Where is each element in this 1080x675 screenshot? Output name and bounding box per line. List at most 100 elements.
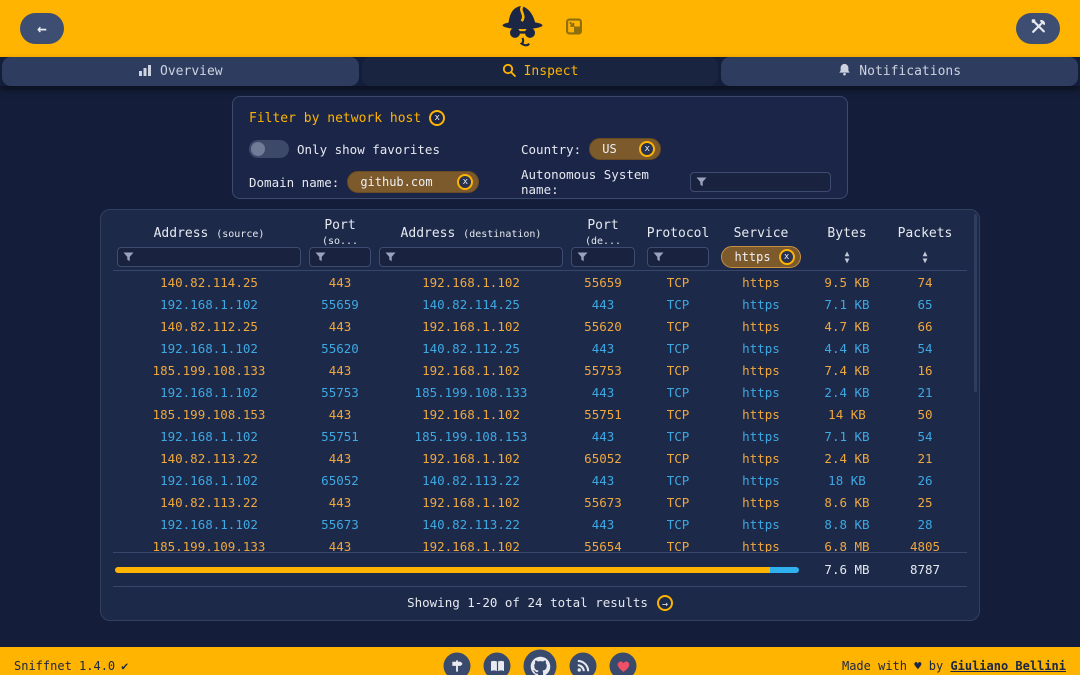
cell-service: https bbox=[742, 274, 780, 290]
pagination: Showing 1-20 of 24 total results → bbox=[113, 587, 967, 618]
cell-packets: 54 bbox=[917, 340, 933, 356]
funnel-icon bbox=[123, 252, 134, 262]
table-row[interactable]: 140.82.113.22 443 192.168.1.102 55673 TCP htt… bbox=[113, 491, 967, 513]
table-row[interactable]: 192.168.1.102 55673 140.82.113.22 443 TCP htt… bbox=[113, 513, 967, 535]
funnel-icon bbox=[577, 252, 588, 262]
close-icon: x bbox=[644, 144, 650, 154]
table-row[interactable]: 192.168.1.102 55620 140.82.112.25 443 TCP htt… bbox=[113, 337, 967, 359]
sort-down-icon: ▼ bbox=[922, 256, 928, 265]
cell-dst: 140.82.113.22 bbox=[422, 472, 520, 488]
logo-group bbox=[498, 3, 583, 55]
cell-bytes: 6.8 MB bbox=[824, 538, 870, 553]
table-row[interactable]: 192.168.1.102 65052 140.82.113.22 443 TCP htt… bbox=[113, 469, 967, 491]
heart-icon bbox=[617, 661, 629, 672]
clear-country-button[interactable]: x bbox=[639, 141, 656, 157]
cell-dport: 55659 bbox=[584, 274, 622, 290]
settings-button[interactable] bbox=[1016, 13, 1060, 44]
favorites-toggle[interactable] bbox=[249, 140, 289, 158]
host-filter-panel: Filter by network host x Only show favor… bbox=[232, 96, 848, 199]
total-packets: 8787 bbox=[909, 562, 941, 577]
clear-service-filter-button[interactable]: x bbox=[778, 249, 795, 265]
cell-src: 185.199.108.153 bbox=[152, 406, 266, 422]
col-port-destination: Port (de... bbox=[584, 218, 622, 247]
filter-port-destination-input[interactable] bbox=[571, 247, 635, 267]
service-filter-pill[interactable]: https x bbox=[721, 246, 801, 268]
traffic-ratio-bar bbox=[115, 566, 799, 573]
filter-panel-title: Filter by network host bbox=[249, 110, 422, 126]
table-row[interactable]: 192.168.1.102 55753 185.199.108.133 443 TCP h… bbox=[113, 381, 967, 403]
github-button[interactable] bbox=[523, 649, 557, 675]
sort-packets-button[interactable]: ▲ ▼ bbox=[922, 250, 928, 265]
cell-bytes: 8.8 KB bbox=[824, 516, 870, 532]
right-arrow-icon: → bbox=[661, 598, 668, 610]
cell-dport: 55751 bbox=[584, 406, 622, 422]
table-row[interactable]: 140.82.112.25 443 192.168.1.102 55620 TCP htt… bbox=[113, 315, 967, 337]
cell-dport: 65052 bbox=[584, 450, 622, 466]
tab-notifications[interactable]: Notifications bbox=[721, 57, 1079, 86]
table-row[interactable]: 185.199.108.153 443 192.168.1.102 55751 TCP h… bbox=[113, 403, 967, 425]
funnel-icon bbox=[385, 252, 396, 262]
close-icon: x bbox=[783, 252, 790, 262]
table-row[interactable]: 140.82.113.22 443 192.168.1.102 65052 TCP htt… bbox=[113, 447, 967, 469]
cell-sport: 443 bbox=[328, 362, 352, 378]
credits-text: Made with ♥ by Giuliano Bellini bbox=[841, 659, 1066, 673]
country-label: Country: bbox=[521, 141, 582, 157]
back-button[interactable]: ← bbox=[20, 13, 64, 44]
donate-button[interactable] bbox=[609, 652, 637, 675]
filter-address-source-input[interactable] bbox=[117, 247, 301, 267]
cell-dst: 192.168.1.102 bbox=[422, 538, 520, 553]
top-bar: ← bbox=[0, 0, 1080, 57]
cell-service: https bbox=[742, 538, 780, 553]
cell-dport: 443 bbox=[591, 340, 615, 356]
table-row[interactable]: 185.199.109.133 443 192.168.1.102 55654 TCP h… bbox=[113, 535, 967, 553]
signpost-icon bbox=[452, 660, 463, 672]
bottom-bar: Sniffnet 1.4.0 ✔ bbox=[0, 647, 1080, 675]
tab-inspect[interactable]: Inspect bbox=[361, 57, 719, 86]
domain-filter-pill[interactable]: github.com x bbox=[347, 171, 480, 193]
wiki-button[interactable] bbox=[483, 652, 511, 675]
cell-service: https bbox=[742, 340, 780, 356]
cell-dst: 140.82.114.25 bbox=[422, 296, 520, 312]
version-check-icon: ✔ bbox=[121, 659, 129, 673]
close-icon: x bbox=[462, 177, 469, 187]
news-button[interactable] bbox=[569, 652, 597, 675]
next-page-button[interactable]: → bbox=[656, 594, 673, 611]
funnel-icon bbox=[653, 252, 664, 262]
clear-host-filter-button[interactable]: x bbox=[429, 110, 446, 126]
sponsor-button[interactable] bbox=[443, 652, 471, 675]
table-row[interactable]: 192.168.1.102 55659 140.82.114.25 443 TCP htt… bbox=[113, 293, 967, 315]
cell-src: 140.82.113.22 bbox=[160, 494, 258, 510]
cell-proto: TCP bbox=[666, 296, 690, 312]
cell-sport: 443 bbox=[328, 406, 352, 422]
sort-up-icon: ▲ bbox=[844, 249, 850, 258]
table-row[interactable]: 140.82.114.25 443 192.168.1.102 55659 TCP htt… bbox=[113, 271, 967, 293]
table-rows: 140.82.114.25 443 192.168.1.102 55659 TCP htt… bbox=[113, 271, 967, 553]
cell-packets: 28 bbox=[917, 516, 933, 532]
tab-overview[interactable]: Overview bbox=[2, 57, 359, 86]
cell-service: https bbox=[742, 406, 780, 422]
sort-bytes-button[interactable]: ▲ ▼ bbox=[844, 249, 850, 265]
totals-row: 7.6 MB 8787 bbox=[113, 553, 967, 586]
cell-packets: 25 bbox=[917, 494, 933, 510]
as-name-input[interactable] bbox=[690, 172, 831, 192]
cell-proto: TCP bbox=[666, 362, 690, 378]
cell-dst: 140.82.112.25 bbox=[422, 340, 520, 356]
cell-proto: TCP bbox=[666, 406, 690, 422]
cell-bytes: 2.4 KB bbox=[824, 450, 870, 466]
author-link[interactable]: Giuliano Bellini bbox=[950, 659, 1066, 673]
cell-dport: 443 bbox=[591, 296, 615, 312]
cell-dport: 55673 bbox=[584, 494, 622, 510]
filter-protocol-input[interactable] bbox=[647, 247, 709, 267]
thumbnail-mode-icon[interactable] bbox=[566, 18, 583, 39]
cell-dst: 192.168.1.102 bbox=[422, 450, 520, 466]
filter-port-source-input[interactable] bbox=[309, 247, 371, 267]
table-row[interactable]: 185.199.108.133 443 192.168.1.102 55753 TCP h… bbox=[113, 359, 967, 381]
table-row[interactable]: 192.168.1.102 55751 185.199.108.153 443 TCP h… bbox=[113, 425, 967, 447]
tab-overview-label: Overview bbox=[160, 64, 223, 79]
content-area: Filter by network host x Only show favor… bbox=[0, 96, 1080, 647]
country-filter-pill[interactable]: US x bbox=[589, 138, 662, 160]
filter-address-destination-input[interactable] bbox=[379, 247, 563, 267]
cell-sport: 55753 bbox=[321, 384, 359, 400]
clear-domain-button[interactable]: x bbox=[457, 174, 474, 190]
table-scrollbar[interactable] bbox=[974, 214, 977, 392]
